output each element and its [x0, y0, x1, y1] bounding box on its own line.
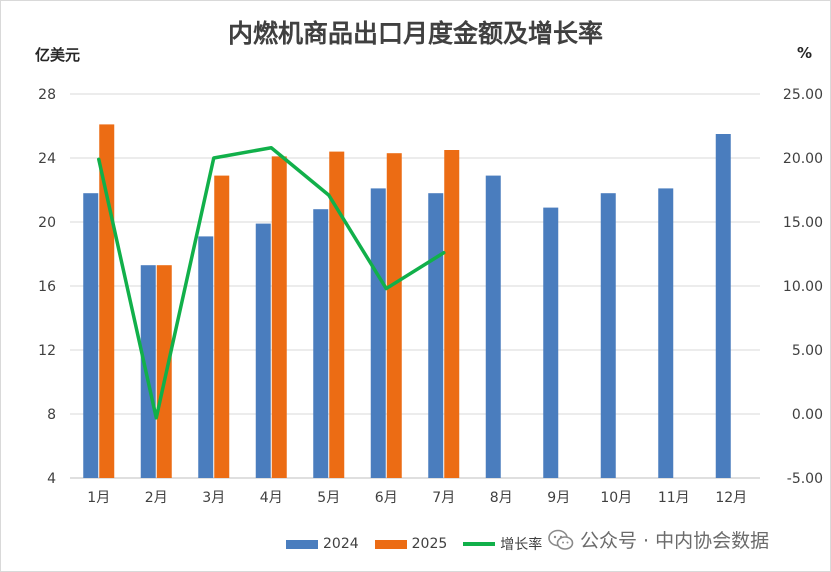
- bar-2024-11: [658, 188, 674, 478]
- bar-2024-9: [543, 207, 559, 478]
- y-axis-unit-left: 亿美元: [35, 46, 81, 64]
- bar-2024-6: [370, 188, 386, 478]
- y2-tick-label: 0.00: [792, 407, 823, 423]
- y2-tick-label: 10.00: [783, 279, 823, 295]
- x-tick-label: 1月: [87, 490, 110, 506]
- y-tick-label: 28: [38, 87, 56, 103]
- bar-2024-3: [198, 236, 214, 478]
- y-tick-label: 20: [38, 215, 56, 231]
- legend-swatch-2024: [286, 539, 318, 549]
- y2-tick-label: 25.00: [783, 87, 823, 103]
- watermark-text: 公众号 · 中内协会数据: [580, 530, 770, 552]
- x-tick-label: 7月: [432, 490, 455, 506]
- y2-tick-label: -5.00: [787, 471, 823, 487]
- y-tick-label: 24: [38, 151, 56, 167]
- bar-2024-4: [255, 223, 271, 478]
- legend-item-2024: 2024: [286, 536, 359, 552]
- legend-item-2025: 2025: [374, 536, 448, 552]
- bar-2025-6: [386, 153, 402, 478]
- y-axis-unit-right: %: [797, 44, 813, 62]
- bar-2024-2: [140, 265, 156, 478]
- x-tick-label: 12月: [715, 490, 747, 506]
- bar-2025-7: [444, 150, 460, 478]
- y2-tick-label: 20.00: [783, 151, 823, 167]
- x-tick-label: 4月: [260, 490, 283, 506]
- x-tick-label: 2月: [145, 490, 168, 506]
- watermark: 公众号 · 中内协会数据: [548, 526, 769, 553]
- legend-item-growth: 增长率: [463, 534, 542, 554]
- y-tick-label: 16: [38, 279, 56, 295]
- bar-2025-2: [156, 265, 172, 478]
- bar-2024-12: [715, 134, 731, 478]
- y-tick-label: 4: [47, 471, 56, 487]
- legend-label-2024: 2024: [323, 536, 359, 552]
- legend: 2024 2025 增长率: [286, 534, 558, 554]
- bar-2025-3: [214, 175, 230, 478]
- wechat-icon: [548, 529, 574, 550]
- growth-rate-line: [97, 146, 446, 420]
- x-tick-label: 9月: [547, 490, 570, 506]
- legend-swatch-growth: [463, 542, 496, 546]
- chart-title: 内燃机商品出口月度金额及增长率: [227, 19, 603, 48]
- bar-2024-10: [600, 193, 616, 478]
- y-tick-label: 12: [38, 343, 56, 359]
- bar-2024-7: [428, 193, 444, 478]
- x-tick-label: 6月: [375, 490, 398, 506]
- bar-2024-5: [313, 209, 329, 478]
- x-tick-label: 3月: [202, 490, 225, 506]
- y-tick-label: 8: [47, 407, 56, 423]
- y2-tick-label: 15.00: [783, 215, 823, 231]
- legend-label-growth: 增长率: [500, 537, 543, 553]
- x-tick-label: 10月: [600, 490, 632, 506]
- legend-swatch-2025: [374, 539, 407, 549]
- bar-2025-4: [271, 156, 287, 478]
- y2-tick-label: 5.00: [792, 343, 823, 359]
- x-tick-label: 5月: [317, 490, 340, 506]
- bar-2024-1: [83, 193, 99, 478]
- legend-label-2025: 2025: [411, 536, 448, 552]
- bar-2025-5: [329, 151, 345, 478]
- x-tick-label: 8月: [490, 490, 513, 506]
- bar-2024-8: [485, 175, 501, 478]
- x-tick-label: 11月: [658, 490, 690, 506]
